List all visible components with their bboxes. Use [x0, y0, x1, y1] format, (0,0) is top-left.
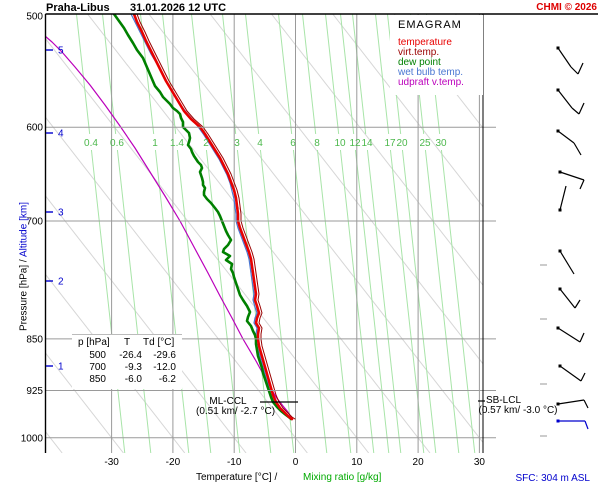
mlccl-value: (0.51 km/ -2.7 °C)	[196, 406, 276, 417]
svg-text:700: 700	[26, 217, 43, 228]
table-header-dewpoint: Td [°C]	[143, 337, 175, 348]
svg-text:-30: -30	[104, 457, 119, 468]
svg-text:10: 10	[334, 138, 346, 149]
mixing-ratio-axis-label: Mixing ratio [g/kg]	[303, 472, 382, 483]
svg-text:12: 12	[349, 138, 361, 149]
svg-text:1000: 1000	[21, 433, 44, 444]
sblcl-value: (0.57 km/ -3.0 °C)	[478, 405, 558, 416]
table-header-temp: T	[124, 337, 131, 348]
svg-text:2: 2	[203, 138, 209, 149]
svg-text:20: 20	[413, 457, 425, 468]
legend-title: EMAGRAM	[398, 19, 462, 31]
svg-text:8: 8	[314, 138, 320, 149]
svg-text:20: 20	[396, 138, 408, 149]
legend-item-wet-bulb: wet bulb temp.	[398, 67, 464, 78]
legend-item-updraft: udpraft v.temp.	[398, 77, 464, 88]
sblcl-annotation: SB-LCL (0.57 km/ -3.0 °C)	[476, 396, 560, 416]
svg-text:0: 0	[293, 457, 299, 468]
svg-text:850: 850	[26, 334, 43, 345]
svg-text:0.6: 0.6	[110, 138, 124, 149]
svg-text:925: 925	[26, 386, 43, 397]
svg-text:1.4: 1.4	[170, 138, 184, 149]
copyright-text: CHMI © 2026	[536, 2, 597, 13]
svg-text:2: 2	[58, 277, 64, 288]
legend-item-virt-temp: virt.temp.	[398, 47, 440, 58]
svg-text:30: 30	[435, 138, 447, 149]
svg-text:14: 14	[361, 138, 373, 149]
legend-item-temperature: temperature	[398, 37, 452, 48]
y-axis-title: Pressure [hPa] / Altitude [km]	[18, 202, 30, 331]
svg-text:5: 5	[58, 46, 64, 57]
svg-text:600: 600	[26, 123, 43, 134]
svg-text:3: 3	[234, 138, 240, 149]
sounding-table: p [hPa] T Td [°C] 500 -26.4 -29.6 700 -9…	[72, 334, 182, 389]
svg-text:30: 30	[474, 457, 486, 468]
svg-text:-20: -20	[166, 457, 181, 468]
svg-text:-10: -10	[227, 457, 242, 468]
svg-text:500: 500	[26, 12, 43, 23]
legend: EMAGRAM temperature virt.temp. dew point…	[390, 15, 483, 95]
table-header-pressure: p [hPa]	[78, 337, 110, 348]
legend-item-dew-point: dew point	[398, 57, 441, 68]
surface-elevation-text: SFC: 304 m ASL	[515, 473, 590, 484]
table-row: 850	[89, 374, 106, 385]
table-row: 500	[89, 350, 106, 361]
svg-text:17: 17	[384, 138, 396, 149]
svg-text:3: 3	[58, 208, 64, 219]
svg-text:4: 4	[58, 129, 64, 140]
svg-text:10: 10	[351, 457, 363, 468]
station-name: Praha-Libus	[46, 2, 110, 14]
svg-text:1: 1	[58, 362, 64, 373]
altitude-axis-label: Altitude [km]	[18, 202, 30, 258]
mlccl-label: ML-CCL	[209, 396, 247, 407]
svg-text:0.4: 0.4	[84, 138, 98, 149]
svg-text:25: 25	[419, 138, 431, 149]
svg-text:4: 4	[257, 138, 263, 149]
pressure-axis-label: Pressure [hPa]	[18, 264, 30, 331]
table-row: 700	[89, 362, 106, 373]
svg-text:1: 1	[152, 138, 158, 149]
svg-text:6: 6	[290, 138, 296, 149]
sounding-datetime: 31.01.2026 12 UTC	[130, 2, 227, 14]
temperature-axis-label: Temperature [°C] /	[196, 472, 278, 483]
sblcl-label: SB-LCL	[486, 395, 522, 406]
mlccl-annotation: ML-CCL (0.51 km/ -2.7 °C)	[196, 396, 276, 417]
